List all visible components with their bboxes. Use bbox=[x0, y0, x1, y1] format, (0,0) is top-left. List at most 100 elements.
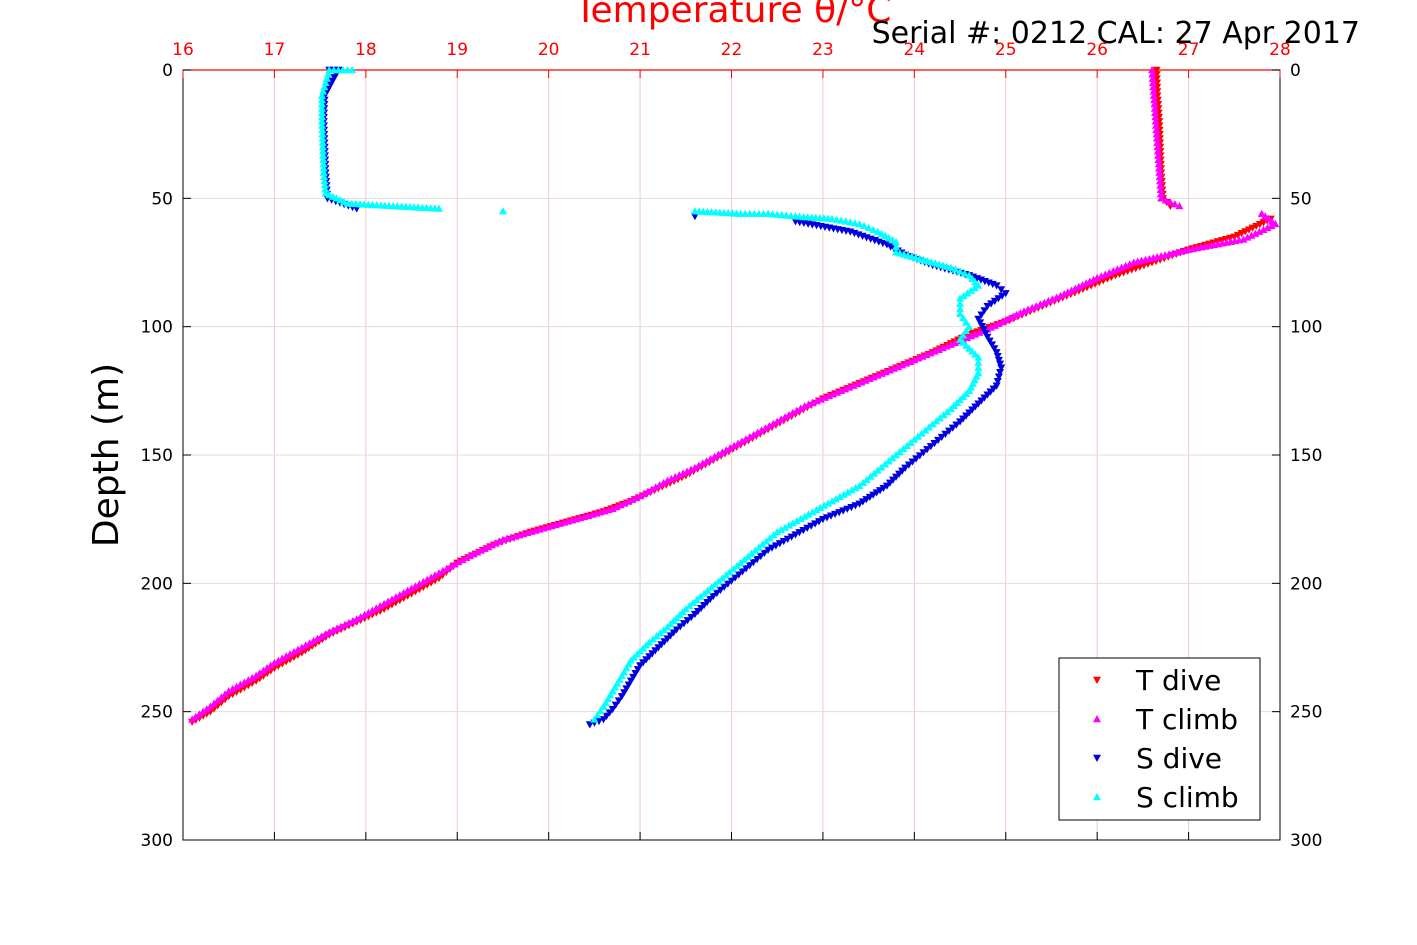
data-point bbox=[423, 575, 432, 583]
data-point bbox=[1151, 108, 1160, 116]
data-point bbox=[829, 390, 838, 398]
data-point bbox=[992, 282, 1001, 290]
data-point bbox=[898, 361, 907, 369]
y-tick-label-left: 300 bbox=[141, 831, 173, 851]
y-tick-label-right: 200 bbox=[1290, 574, 1322, 594]
data-point bbox=[965, 322, 974, 330]
data-point bbox=[1040, 298, 1049, 306]
data-point bbox=[1052, 293, 1061, 301]
data-point bbox=[930, 347, 939, 355]
legend-marker bbox=[1093, 676, 1101, 684]
data-point bbox=[1155, 164, 1164, 172]
data-point bbox=[722, 571, 731, 579]
data-point bbox=[663, 622, 672, 631]
data-point bbox=[892, 451, 901, 459]
data-point bbox=[892, 243, 901, 251]
data-point bbox=[869, 491, 878, 499]
data-point bbox=[804, 510, 813, 518]
data-point bbox=[1121, 261, 1130, 270]
data-point bbox=[974, 281, 983, 289]
x-tick-label: 19 bbox=[446, 40, 468, 60]
data-point bbox=[886, 243, 895, 251]
data-point bbox=[758, 540, 767, 548]
data-point bbox=[811, 520, 820, 528]
data-point bbox=[199, 707, 208, 715]
data-point bbox=[855, 220, 864, 228]
data-point bbox=[305, 639, 314, 647]
data-point bbox=[754, 543, 763, 551]
data-point bbox=[403, 586, 412, 594]
data-point bbox=[734, 439, 743, 447]
data-point bbox=[824, 499, 833, 507]
data-point bbox=[317, 632, 326, 640]
data-point bbox=[1097, 272, 1106, 280]
data-point bbox=[753, 428, 762, 436]
data-point bbox=[376, 602, 385, 610]
data-point bbox=[862, 475, 871, 483]
data-point bbox=[835, 492, 844, 500]
data-point bbox=[718, 448, 727, 456]
data-point bbox=[210, 699, 219, 707]
data-point bbox=[1243, 233, 1252, 241]
data-point bbox=[1255, 227, 1264, 235]
data-point bbox=[956, 294, 965, 302]
data-point bbox=[718, 574, 727, 582]
data-point bbox=[765, 534, 774, 542]
data-point bbox=[959, 314, 968, 322]
data-point bbox=[820, 501, 829, 509]
data-point bbox=[629, 673, 638, 682]
data-point bbox=[1036, 300, 1045, 308]
y-tick-label-right: 0 bbox=[1290, 61, 1301, 81]
data-point bbox=[320, 172, 329, 180]
data-point bbox=[326, 81, 335, 89]
data-point bbox=[870, 469, 879, 477]
data-point bbox=[890, 364, 899, 372]
data-point bbox=[1101, 270, 1110, 278]
data-point bbox=[812, 397, 821, 405]
data-point bbox=[743, 552, 752, 560]
data-point bbox=[692, 595, 701, 603]
data-point bbox=[322, 74, 331, 82]
data-point bbox=[286, 650, 295, 658]
data-point bbox=[1024, 305, 1033, 313]
data-point bbox=[711, 580, 720, 588]
data-point bbox=[319, 147, 328, 155]
data-point bbox=[737, 437, 746, 445]
data-point bbox=[791, 531, 800, 539]
data-point bbox=[906, 438, 915, 446]
data-point bbox=[882, 241, 891, 249]
data-point bbox=[865, 374, 874, 383]
data-point bbox=[873, 371, 882, 379]
data-point bbox=[696, 592, 705, 600]
data-point bbox=[1166, 198, 1175, 206]
data-point bbox=[585, 721, 594, 729]
data-point bbox=[202, 705, 211, 713]
data-point bbox=[710, 452, 719, 461]
data-point bbox=[1161, 196, 1170, 204]
data-point bbox=[714, 450, 723, 458]
data-point bbox=[698, 459, 707, 467]
data-point bbox=[1153, 147, 1162, 155]
data-point bbox=[1152, 134, 1161, 142]
x-tick-label: 25 bbox=[995, 40, 1017, 60]
data-point bbox=[659, 626, 668, 634]
data-point bbox=[252, 671, 261, 679]
data-point bbox=[446, 562, 455, 570]
data-point bbox=[317, 108, 326, 116]
y-tick-label-left: 200 bbox=[141, 574, 173, 594]
data-point bbox=[263, 664, 272, 672]
data-point bbox=[918, 352, 927, 360]
data-point bbox=[1170, 200, 1179, 208]
data-point bbox=[438, 566, 447, 575]
y-tick-label-left: 100 bbox=[141, 318, 173, 338]
data-point bbox=[741, 435, 750, 443]
data-point bbox=[837, 386, 846, 395]
data-point bbox=[395, 591, 404, 599]
data-point bbox=[319, 164, 328, 172]
data-point bbox=[626, 677, 635, 685]
data-point bbox=[992, 349, 1001, 357]
data-point bbox=[387, 595, 396, 603]
data-point bbox=[450, 560, 459, 568]
data-point bbox=[956, 304, 965, 312]
y-tick-label-right: 250 bbox=[1290, 703, 1322, 723]
